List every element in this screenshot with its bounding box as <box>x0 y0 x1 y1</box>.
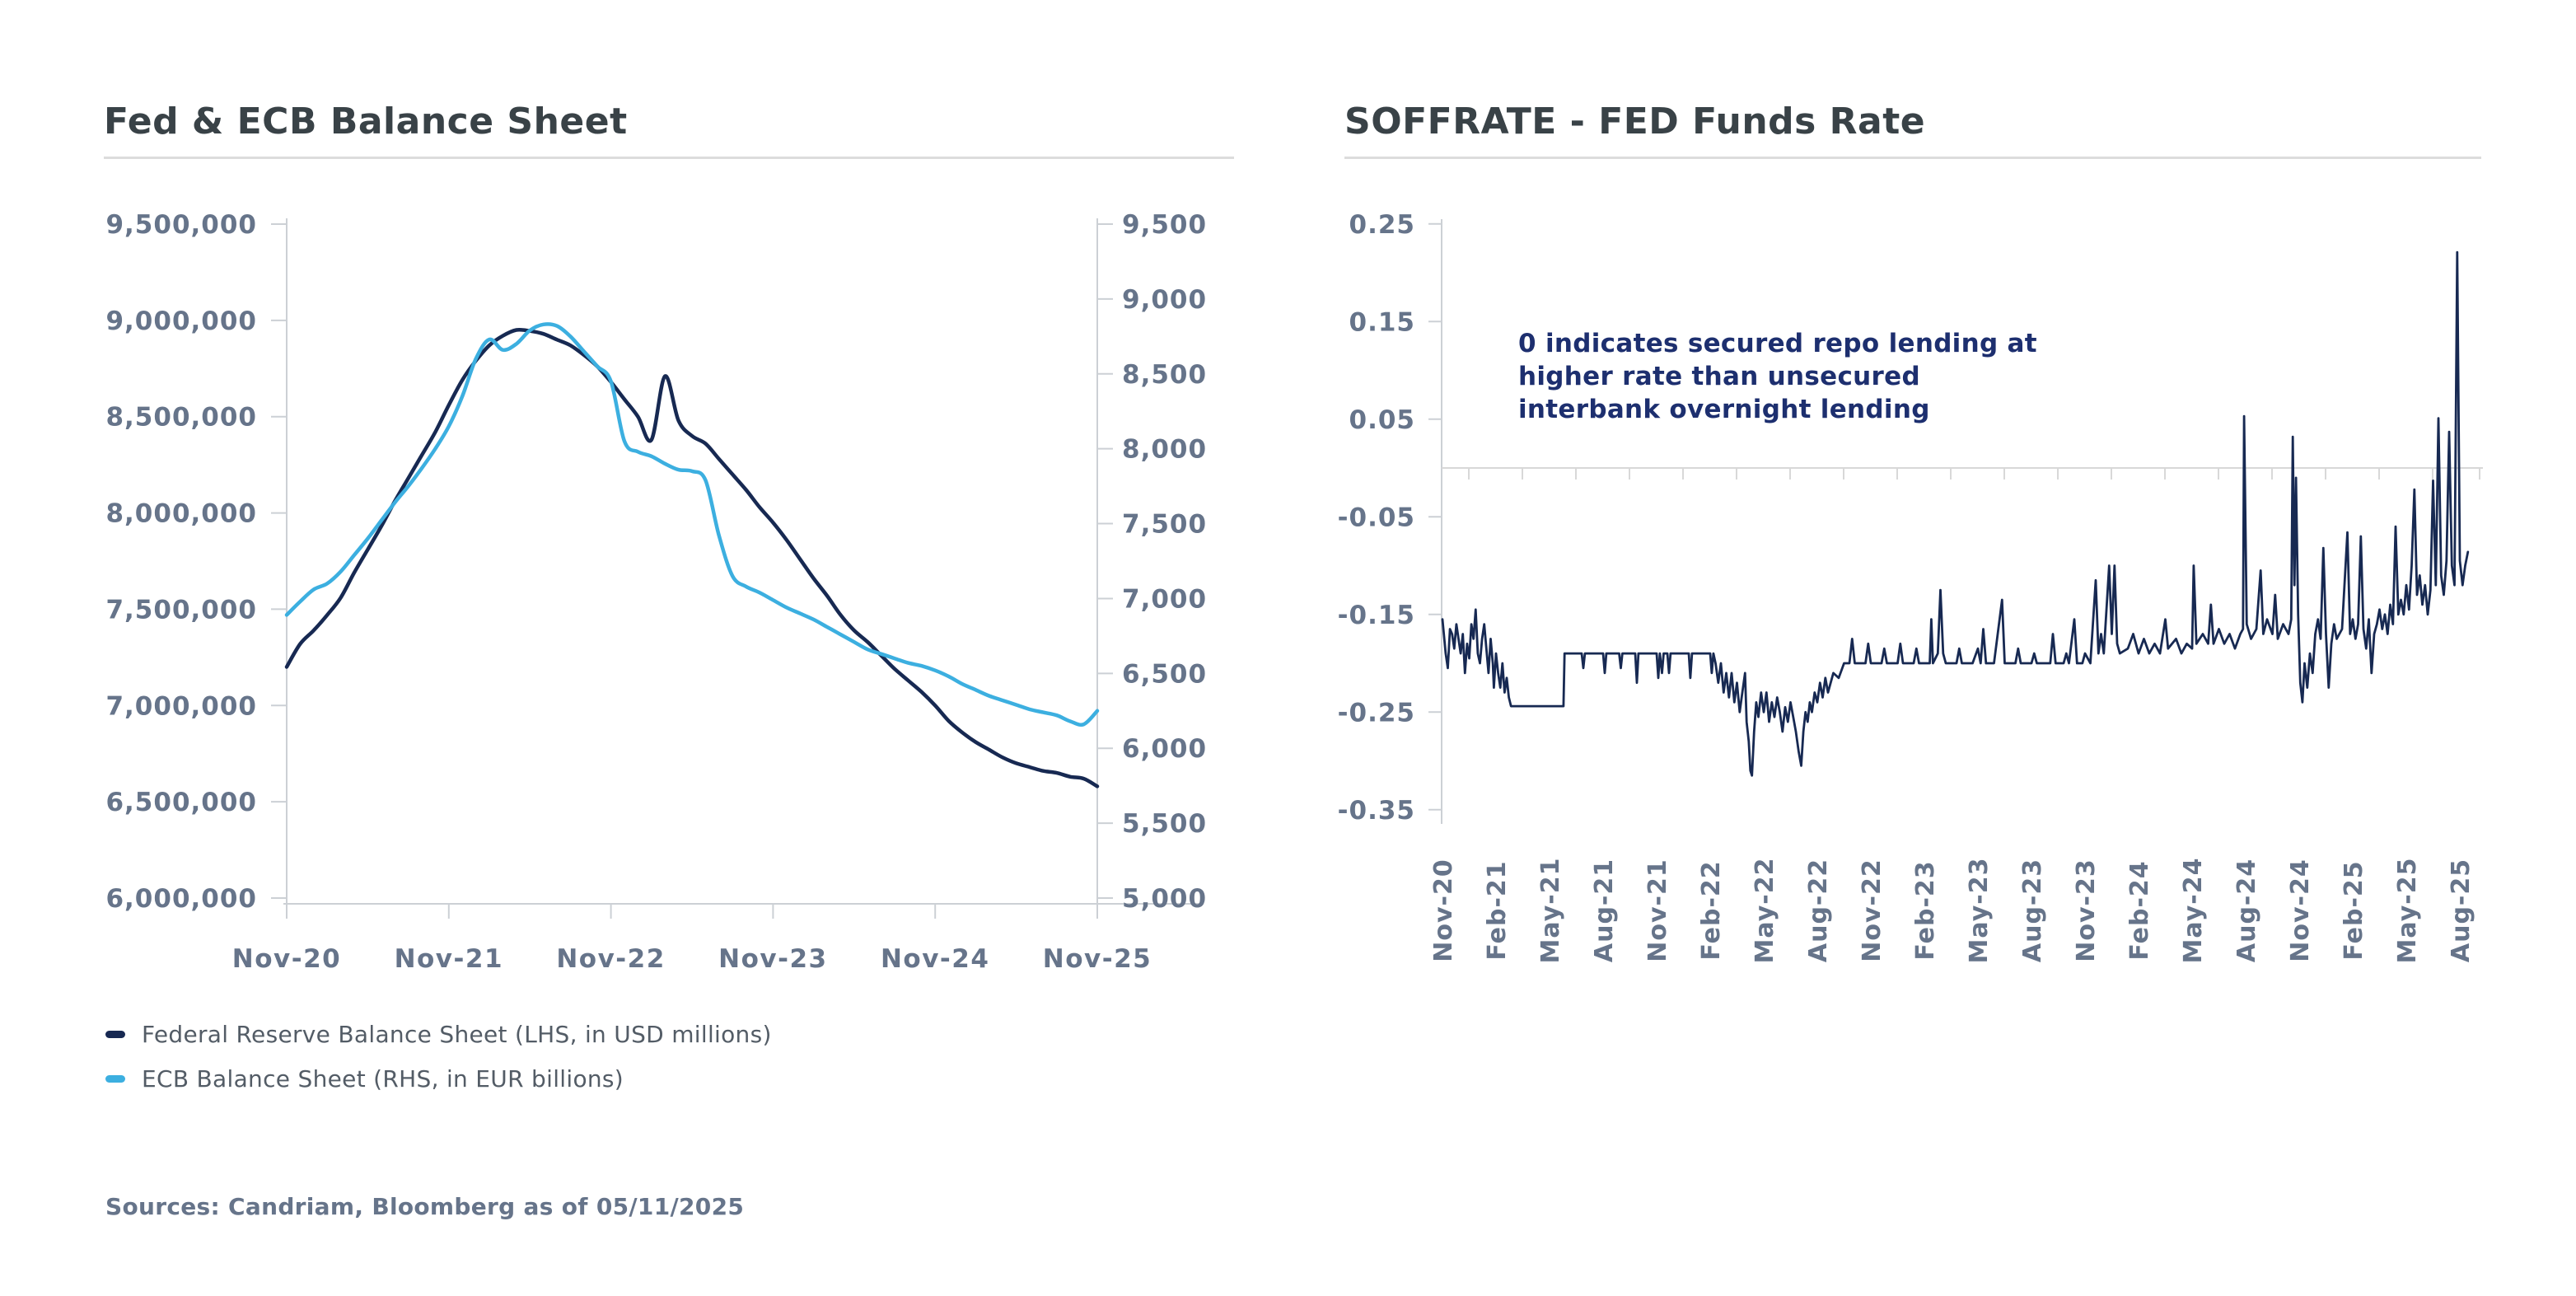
y-tick-label: 0.15 <box>1349 307 1416 337</box>
y-left-tick-label: 8,500,000 <box>105 403 257 433</box>
fed-ecb-balance-sheet-chart: 9,500,000 9,000,000 8,500,000 8,000,000 7,50… <box>105 210 1207 974</box>
soffrate-line <box>1441 250 2470 777</box>
x-tick-label: Nov-20 <box>232 944 341 974</box>
x-tick-label: Nov-20 <box>1429 859 1458 961</box>
legend: Federal Reserve Balance Sheet (LHS, in U… <box>105 1012 772 1101</box>
y-right-tick-label: 9,000 <box>1122 285 1207 315</box>
y-tick-label: -0.15 <box>1338 601 1415 630</box>
x-tick-label: Aug-22 <box>1804 859 1833 962</box>
fed-balance-sheet-line <box>284 327 1100 788</box>
right-title-divider <box>1344 157 2481 159</box>
ecb-balance-sheet-line <box>284 322 1100 727</box>
x-tick-label: May-24 <box>2179 858 2208 964</box>
y-right-tick-label: 9,500 <box>1122 210 1207 240</box>
x-tick-label: May-25 <box>2393 858 2422 964</box>
x-tick-label: Nov-23 <box>718 944 827 974</box>
y-left-tick-label: 8,000,000 <box>105 499 257 529</box>
x-tick-label: Feb-21 <box>1483 860 1512 960</box>
legend-label-fed: Federal Reserve Balance Sheet (LHS, in U… <box>142 1020 772 1048</box>
x-tick-label: Feb-25 <box>2340 860 2368 960</box>
y-tick-label: 0.05 <box>1349 405 1416 435</box>
y-right-tick-label: 7,500 <box>1122 510 1207 540</box>
left-title-divider <box>104 157 1234 159</box>
x-tick-label: May-23 <box>1965 858 1994 964</box>
y-tick-label: -0.35 <box>1338 796 1415 826</box>
zero-spread-annotation: 0 indicates secured repo lending at high… <box>1518 327 2037 426</box>
y-left-tick-label: 6,500,000 <box>105 788 257 817</box>
legend-item-fed: Federal Reserve Balance Sheet (LHS, in U… <box>105 1012 772 1056</box>
y-right-tick-label: 5,500 <box>1122 809 1207 839</box>
y-right-tick-label: 5,000 <box>1122 884 1207 914</box>
right-chart-title: SOFFRATE - FED Funds Rate <box>1344 101 1926 143</box>
x-tick-label: Nov-21 <box>1643 859 1672 961</box>
y-right-tick-label: 8,500 <box>1122 360 1207 390</box>
annotation-line-2: higher rate than unsecured <box>1518 362 1920 391</box>
y-tick-label: 0.25 <box>1349 210 1416 240</box>
x-tick-label: Nov-22 <box>556 944 665 974</box>
legend-label-ecb: ECB Balance Sheet (RHS, in EUR billions) <box>142 1064 624 1092</box>
left-chart-title: Fed & ECB Balance Sheet <box>104 101 628 143</box>
x-tick-label: Nov-22 <box>1858 859 1886 961</box>
y-left-tick-label: 6,000,000 <box>105 884 257 914</box>
x-tick-label: May-22 <box>1751 858 1779 964</box>
x-tick-label: Nov-25 <box>1043 944 1152 974</box>
y-right-tick-label: 8,000 <box>1122 435 1207 465</box>
fed-line-marker-icon <box>105 1030 125 1038</box>
y-right-tick-label: 6,500 <box>1122 659 1207 689</box>
annotation-line-1: 0 indicates secured repo lending at <box>1518 329 2037 358</box>
sources-note: Sources: Candriam, Bloomberg as of 05/11… <box>105 1193 745 1220</box>
x-tick-label: Aug-24 <box>2232 859 2261 962</box>
x-tick-label: Aug-21 <box>1590 859 1619 962</box>
y-left-tick-label: 7,500,000 <box>105 595 257 625</box>
ecb-line-marker-icon <box>105 1074 125 1083</box>
y-left-tick-label: 7,000,000 <box>105 691 257 721</box>
x-tick-label: Aug-23 <box>2018 859 2047 962</box>
y-left-tick-label: 9,500,000 <box>105 210 257 240</box>
y-right-tick-label: 6,000 <box>1122 734 1207 764</box>
soffrate-fed-funds-chart: 0.25 0.15 0.05 -0.05 -0.15 -0.25 -0.35 Nov-20 Fe… <box>1338 210 2483 964</box>
y-left-tick-label: 9,000,000 <box>105 306 257 336</box>
y-right-tick-label: 7,000 <box>1122 584 1207 614</box>
annotation-line-3: interbank overnight lending <box>1518 395 1930 424</box>
x-tick-label: Nov-21 <box>395 944 503 974</box>
x-tick-label: Aug-25 <box>2447 859 2475 962</box>
x-tick-label: Nov-24 <box>881 944 989 974</box>
legend-item-ecb: ECB Balance Sheet (RHS, in EUR billions) <box>105 1056 772 1101</box>
x-tick-label: Feb-24 <box>2125 860 2154 960</box>
x-tick-label: Nov-24 <box>2286 859 2315 961</box>
x-tick-label: Feb-23 <box>1911 860 1940 960</box>
x-tick-label: Feb-22 <box>1697 860 1726 960</box>
x-tick-label: May-21 <box>1536 858 1565 964</box>
y-tick-label: -0.25 <box>1338 698 1415 728</box>
x-tick-label: Nov-23 <box>2072 859 2101 961</box>
y-tick-label: -0.05 <box>1338 503 1415 532</box>
